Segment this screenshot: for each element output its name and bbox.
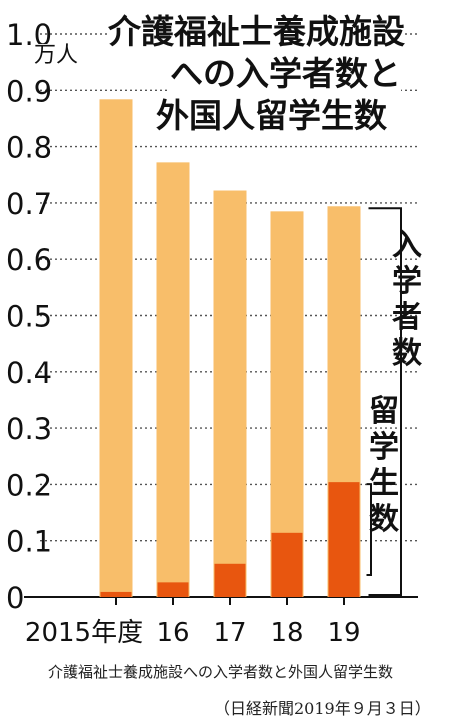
bar-foreign — [214, 563, 246, 597]
bar-total — [156, 162, 190, 597]
bar-foreign — [328, 482, 360, 597]
y-tick-label: 0.6 — [6, 243, 52, 277]
chart-area: 1.0 0.9 0.8 0.7 0.6 0.5 0.4 0.3 0.2 0.1 0 2015年度 16 1… — [6, 12, 423, 648]
y-tick-label: 0.4 — [6, 356, 52, 390]
y-tick-label: 0.7 — [6, 187, 52, 221]
y-tick-label: 0.1 — [6, 525, 52, 559]
y-tick-label: 0.8 — [6, 131, 52, 165]
bracket-total — [368, 207, 402, 596]
bar-total — [270, 211, 304, 597]
bar-foreign — [100, 591, 132, 597]
bar-foreign — [157, 582, 189, 597]
x-tick-label: 18 — [270, 618, 303, 648]
y-tick-label: 0.5 — [6, 300, 52, 334]
annotation-total-label: 入学者数 — [392, 228, 423, 371]
x-tick-label: 16 — [156, 618, 189, 648]
y-tick-label: 0.3 — [6, 412, 52, 446]
y-axis-unit: 万人 — [34, 43, 79, 68]
y-tick-label: 0.9 — [6, 74, 52, 108]
bar-total — [99, 99, 133, 598]
y-tick-label: 0 — [6, 581, 24, 615]
chart-title-line-2: への入学者数と — [170, 54, 401, 94]
chart-title-line-1: 介護福祉士養成施設 — [108, 12, 405, 52]
annotation-foreign-label: 留学生数 — [369, 394, 400, 537]
x-tick-label: 17 — [213, 618, 246, 648]
bar-foreign — [271, 532, 303, 597]
bracket-foreign — [366, 483, 372, 576]
x-tick-label: 19 — [327, 618, 360, 648]
bar-total — [213, 190, 247, 597]
chart-title-line-3: 外国人留学生数 — [156, 96, 387, 136]
x-tick-label: 2015年度 — [25, 618, 143, 648]
y-tick-label: 0.2 — [6, 468, 52, 502]
figure-caption: 介護福祉士養成施設への入学者数と外国人留学生数 — [48, 663, 394, 681]
source-credit: （日経新聞2019年９月３日） — [214, 699, 431, 718]
